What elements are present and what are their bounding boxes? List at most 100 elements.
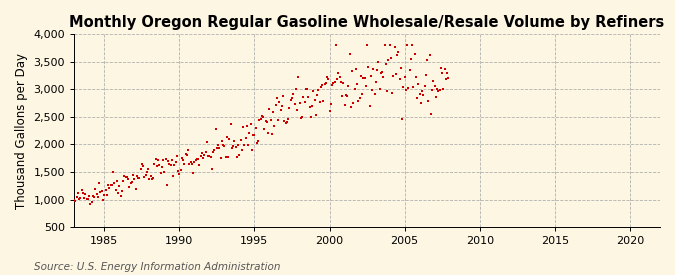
Point [312, 93, 323, 97]
Point [352, 82, 362, 87]
Point [321, 81, 331, 85]
Point [101, 193, 112, 197]
Point [433, 89, 444, 93]
Point [133, 176, 144, 180]
Point [317, 83, 327, 87]
Point [160, 157, 171, 161]
Point [344, 52, 355, 56]
Point [337, 94, 348, 98]
Point [210, 127, 221, 131]
Point [342, 94, 352, 98]
Point [362, 43, 373, 47]
Point [269, 124, 280, 128]
Point [132, 174, 142, 178]
Point [167, 174, 178, 178]
Point [173, 169, 184, 173]
Point [139, 175, 150, 180]
Point [249, 133, 260, 138]
Point [290, 87, 301, 92]
Point [375, 71, 386, 75]
Point [245, 122, 256, 126]
Point [431, 95, 441, 99]
Point [244, 131, 255, 135]
Point [113, 191, 124, 195]
Text: Source: U.S. Energy Information Administration: Source: U.S. Energy Information Administ… [34, 262, 280, 272]
Point [209, 147, 220, 152]
Point [109, 181, 119, 186]
Point [202, 139, 213, 144]
Point [255, 117, 266, 122]
Point [195, 154, 206, 158]
Point [286, 98, 296, 103]
Point [199, 152, 210, 157]
Point [151, 164, 162, 168]
Point [265, 118, 276, 122]
Point [356, 74, 367, 79]
Point [382, 89, 393, 93]
Point [258, 115, 269, 119]
Point [117, 178, 128, 183]
Point [384, 43, 395, 47]
Point [76, 188, 87, 192]
Point [422, 57, 433, 62]
Point [343, 84, 354, 88]
Point [72, 195, 82, 200]
Point [202, 153, 213, 158]
Point [423, 99, 434, 104]
Point [314, 100, 325, 104]
Point [145, 174, 156, 178]
Point [250, 125, 261, 130]
Point [79, 196, 90, 200]
Point [353, 99, 364, 104]
Point [246, 148, 257, 153]
Point [293, 75, 304, 79]
Point [296, 115, 306, 120]
Point [408, 84, 418, 89]
Point [412, 96, 423, 101]
Y-axis label: Thousand Gallons per Day: Thousand Gallons per Day [15, 53, 28, 208]
Point [354, 96, 365, 100]
Point [400, 88, 411, 92]
Point [356, 91, 367, 96]
Point [178, 158, 188, 162]
Point [142, 167, 153, 172]
Point [287, 96, 298, 100]
Point [438, 87, 449, 91]
Point [180, 152, 191, 157]
Point [254, 118, 265, 122]
Point [165, 163, 176, 167]
Point [232, 155, 242, 160]
Point [238, 125, 248, 129]
Point [163, 159, 173, 163]
Point [198, 156, 209, 160]
Point [242, 124, 252, 128]
Point [227, 146, 238, 150]
Point [402, 43, 412, 47]
Point [135, 166, 146, 171]
Point [159, 169, 169, 174]
Point [383, 58, 394, 62]
Point [114, 183, 125, 188]
Point [243, 143, 254, 147]
Point [271, 96, 282, 100]
Point [413, 81, 424, 86]
Point [186, 162, 197, 166]
Point [363, 65, 374, 69]
Point [278, 94, 289, 98]
Point [327, 82, 338, 87]
Point [130, 187, 141, 192]
Point [346, 105, 356, 109]
Point [322, 75, 333, 80]
Point [419, 84, 430, 88]
Point [372, 68, 383, 72]
Point [153, 158, 163, 163]
Point [358, 76, 369, 80]
Point [404, 68, 415, 72]
Point [275, 107, 286, 112]
Point [119, 173, 130, 178]
Point [304, 105, 315, 110]
Point [183, 148, 194, 153]
Point [435, 66, 446, 71]
Point [329, 80, 340, 84]
Point [273, 118, 284, 122]
